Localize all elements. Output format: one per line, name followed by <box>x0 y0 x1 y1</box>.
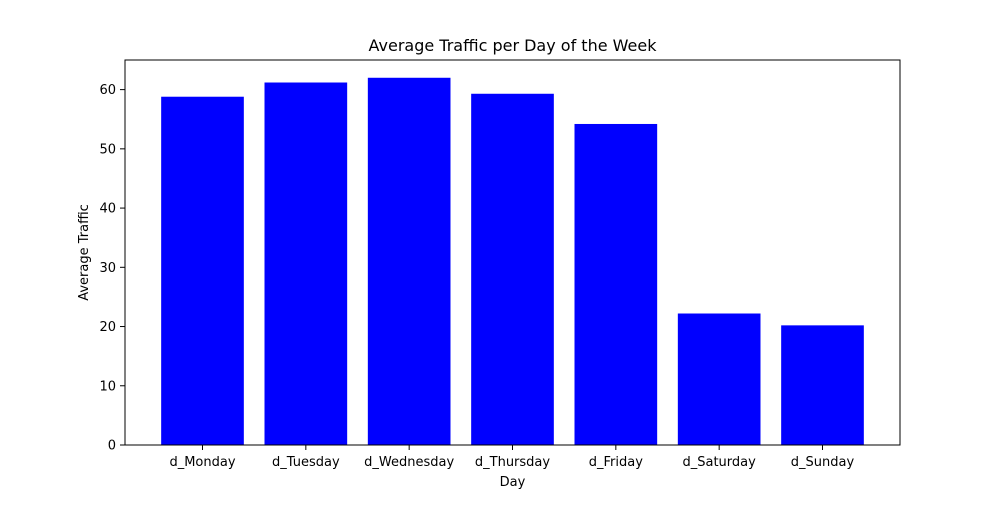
bar-d_Tuesday <box>264 82 348 445</box>
x-tick-label: d_Thursday <box>475 455 551 470</box>
bar-d_Monday <box>161 96 244 445</box>
bar-d_Wednesday <box>367 77 451 446</box>
x-tick-label: d_Friday <box>589 455 643 470</box>
x-tick-label: d_Monday <box>169 455 235 470</box>
chart-title: Average Traffic per Day of the Week <box>369 36 658 55</box>
y-axis-label: Average Traffic <box>77 204 92 301</box>
bars-group <box>161 77 864 446</box>
y-tick-label: 60 <box>99 83 116 98</box>
y-tick-label: 0 <box>108 439 116 454</box>
y-tick-label: 50 <box>99 142 116 157</box>
plot-frame <box>124 59 901 446</box>
x-axis: d_Monday d_Tuesday d_Wednesday d_Thursday d_… <box>169 445 854 470</box>
x-axis-label: Day <box>500 475 526 490</box>
x-tick-label: d_Tuesday <box>272 455 340 470</box>
x-tick-label: d_Saturday <box>682 455 756 470</box>
y-tick-label: 30 <box>99 261 116 276</box>
y-axis: 0 10 20 30 40 50 60 <box>99 83 125 454</box>
y-tick-label: 20 <box>99 320 116 335</box>
bar-d_Friday <box>574 123 658 445</box>
x-tick-label: d_Wednesday <box>364 455 454 470</box>
y-tick-label: 40 <box>99 202 116 217</box>
bar-d_Saturday <box>677 313 761 445</box>
bar-d_Sunday <box>781 325 864 445</box>
y-tick-label: 10 <box>99 379 116 394</box>
x-tick-label: d_Sunday <box>791 455 855 470</box>
bar-d_Thursday <box>471 93 554 445</box>
